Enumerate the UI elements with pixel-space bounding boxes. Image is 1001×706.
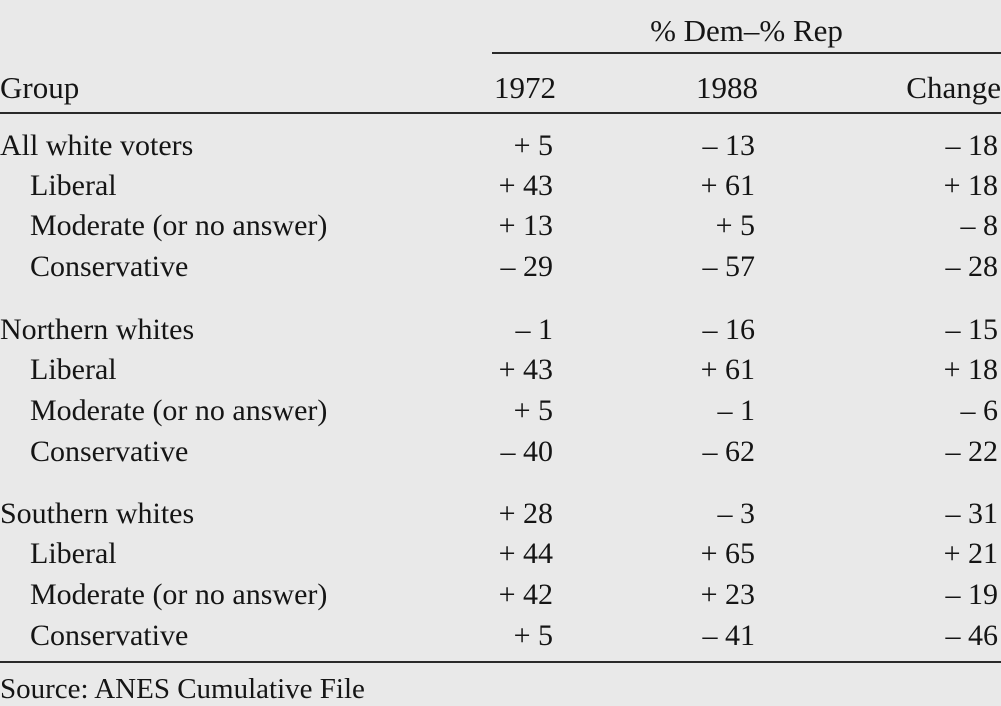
table-row-group: Southern whites + 28 – 3 – 31 bbox=[0, 496, 1001, 532]
cell-change: – 8 bbox=[960, 209, 999, 242]
cell-1972: – 1 bbox=[515, 313, 554, 346]
header-row: Group 1972 1988 Change bbox=[0, 70, 1001, 106]
column-spanner-label: % Dem–% Rep bbox=[650, 13, 843, 48]
cell-1972: – 40 bbox=[500, 435, 554, 468]
cell-change: + 21 bbox=[943, 537, 998, 570]
cell-1972: + 5 bbox=[513, 394, 553, 427]
table-row-subgroup: Liberal + 44 + 65 + 21 bbox=[0, 536, 1001, 572]
table-row-subgroup: Conservative + 5 – 41 – 46 bbox=[0, 618, 1001, 654]
table-row-subgroup: Liberal + 43 + 61 + 18 bbox=[0, 168, 1001, 204]
cell-1988: – 13 bbox=[702, 129, 756, 162]
cell-1972: + 43 bbox=[498, 353, 553, 386]
cell-change: – 31 bbox=[945, 497, 999, 530]
cell-group: Southern whites bbox=[0, 497, 195, 530]
cell-1972: + 28 bbox=[498, 497, 553, 530]
cell-1988: – 3 bbox=[717, 497, 756, 530]
table-row-subgroup: Conservative – 40 – 62 – 22 bbox=[0, 434, 1001, 470]
cell-1988: – 1 bbox=[717, 394, 756, 427]
cell-1988: + 23 bbox=[700, 578, 755, 611]
table-row-group: Northern whites – 1 – 16 – 15 bbox=[0, 312, 1001, 348]
source-note: Source: ANES Cumulative File bbox=[0, 673, 365, 705]
cell-change: + 18 bbox=[943, 169, 998, 202]
spanner-rule bbox=[492, 52, 1001, 54]
table-row-subgroup: Liberal + 43 + 61 + 18 bbox=[0, 352, 1001, 388]
cell-1988: + 5 bbox=[715, 209, 755, 242]
header-change: Change bbox=[906, 70, 1001, 105]
cell-change: – 6 bbox=[960, 394, 999, 427]
cell-group: Conservative bbox=[30, 435, 189, 468]
header-1972: 1972 bbox=[494, 70, 556, 105]
cell-1988: + 61 bbox=[700, 353, 755, 386]
cell-change: – 46 bbox=[945, 619, 999, 652]
table-row-subgroup: Conservative – 29 – 57 – 28 bbox=[0, 249, 1001, 285]
cell-group: Moderate (or no answer) bbox=[30, 578, 328, 611]
cell-1988: + 61 bbox=[700, 169, 755, 202]
cell-1988: – 41 bbox=[702, 619, 756, 652]
cell-group: Liberal bbox=[30, 537, 117, 570]
cell-1988: – 16 bbox=[702, 313, 756, 346]
header-rule bbox=[0, 112, 1001, 114]
cell-change: + 18 bbox=[943, 353, 998, 386]
header-group: Group bbox=[0, 70, 80, 105]
cell-group: Northern whites bbox=[0, 313, 195, 346]
cell-group: Liberal bbox=[30, 169, 117, 202]
cell-1972: + 44 bbox=[498, 537, 553, 570]
header-1988: 1988 bbox=[696, 70, 758, 105]
cell-1972: – 29 bbox=[500, 250, 554, 283]
cell-change: – 19 bbox=[945, 578, 999, 611]
cell-1988: – 62 bbox=[702, 435, 756, 468]
cell-group: Conservative bbox=[30, 250, 189, 283]
table-row-group: All white voters + 5 – 13 – 18 bbox=[0, 128, 1001, 164]
cell-1972: + 5 bbox=[513, 129, 553, 162]
table-row-subgroup: Moderate (or no answer) + 42 + 23 – 19 bbox=[0, 577, 1001, 613]
table-row-subgroup: Moderate (or no answer) + 5 – 1 – 6 bbox=[0, 393, 1001, 429]
cell-group: Liberal bbox=[30, 353, 117, 386]
table-row-subgroup: Moderate (or no answer) + 13 + 5 – 8 bbox=[0, 208, 1001, 244]
cell-group: All white voters bbox=[0, 129, 194, 162]
cell-1972: + 13 bbox=[498, 209, 553, 242]
cell-1988: – 57 bbox=[702, 250, 756, 283]
cell-1972: + 43 bbox=[498, 169, 553, 202]
bottom-rule bbox=[0, 661, 1001, 663]
cell-1972: + 42 bbox=[498, 578, 553, 611]
cell-group: Conservative bbox=[30, 619, 189, 652]
cell-change: – 15 bbox=[945, 313, 999, 346]
cell-change: – 28 bbox=[945, 250, 999, 283]
cell-1988: + 65 bbox=[700, 537, 755, 570]
cell-1972: + 5 bbox=[513, 619, 553, 652]
cell-change: – 22 bbox=[945, 435, 999, 468]
cell-change: – 18 bbox=[945, 129, 999, 162]
cell-group: Moderate (or no answer) bbox=[30, 209, 328, 242]
cell-group: Moderate (or no answer) bbox=[30, 394, 328, 427]
